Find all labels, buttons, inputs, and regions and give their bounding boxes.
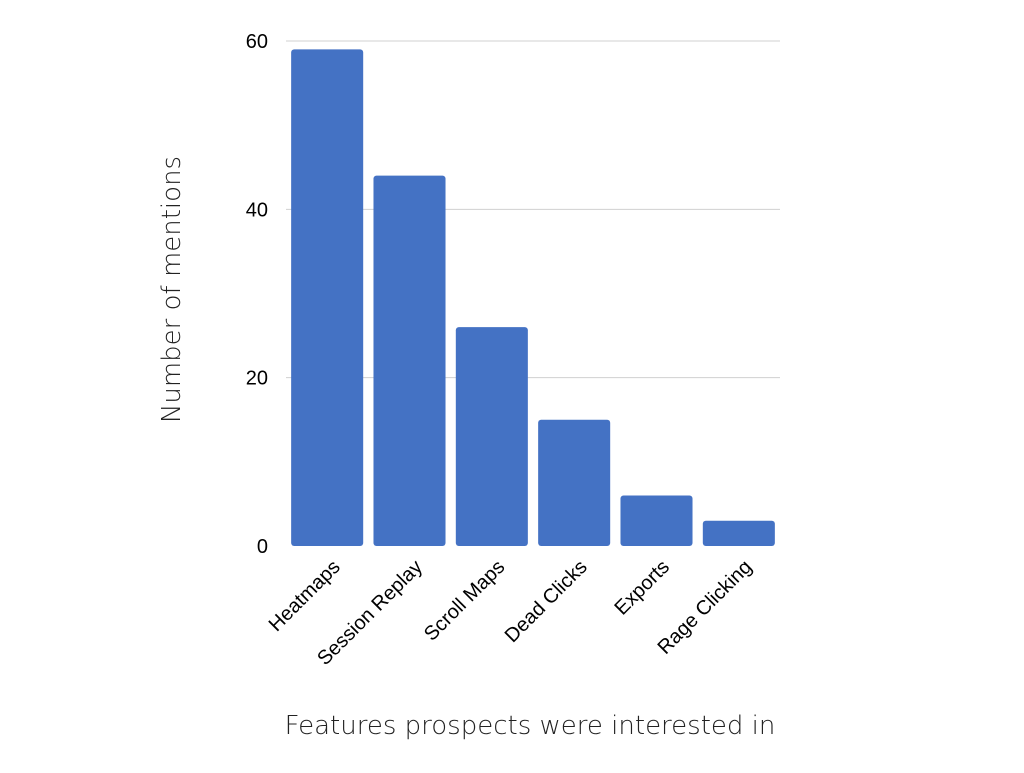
x-tick-label: Dead Clicks xyxy=(501,556,592,647)
x-tick-label: Scroll Maps xyxy=(420,556,509,645)
y-axis-title: Number of mentions xyxy=(157,156,187,423)
gridlines xyxy=(286,40,780,379)
y-tick-label: 20 xyxy=(246,368,268,390)
y-tick-label: 40 xyxy=(246,199,268,221)
x-tick-label: Exports xyxy=(611,556,675,620)
y-tick-label: 0 xyxy=(257,536,268,558)
y-tick-label: 60 xyxy=(246,31,268,53)
x-tick-label: Heatmaps xyxy=(265,556,345,636)
bar-session-replay xyxy=(373,175,446,546)
bar-rage-clicking xyxy=(702,520,775,546)
bar-dead-clicks xyxy=(538,419,611,546)
x-axis-title: Features prospects were interested in xyxy=(285,711,776,741)
bar-scroll-maps xyxy=(455,327,528,546)
bar-heatmaps xyxy=(291,49,364,547)
y-axis-ticks: 0 20 40 60 xyxy=(246,31,268,558)
bar-exports xyxy=(620,495,693,546)
bars xyxy=(291,49,775,547)
